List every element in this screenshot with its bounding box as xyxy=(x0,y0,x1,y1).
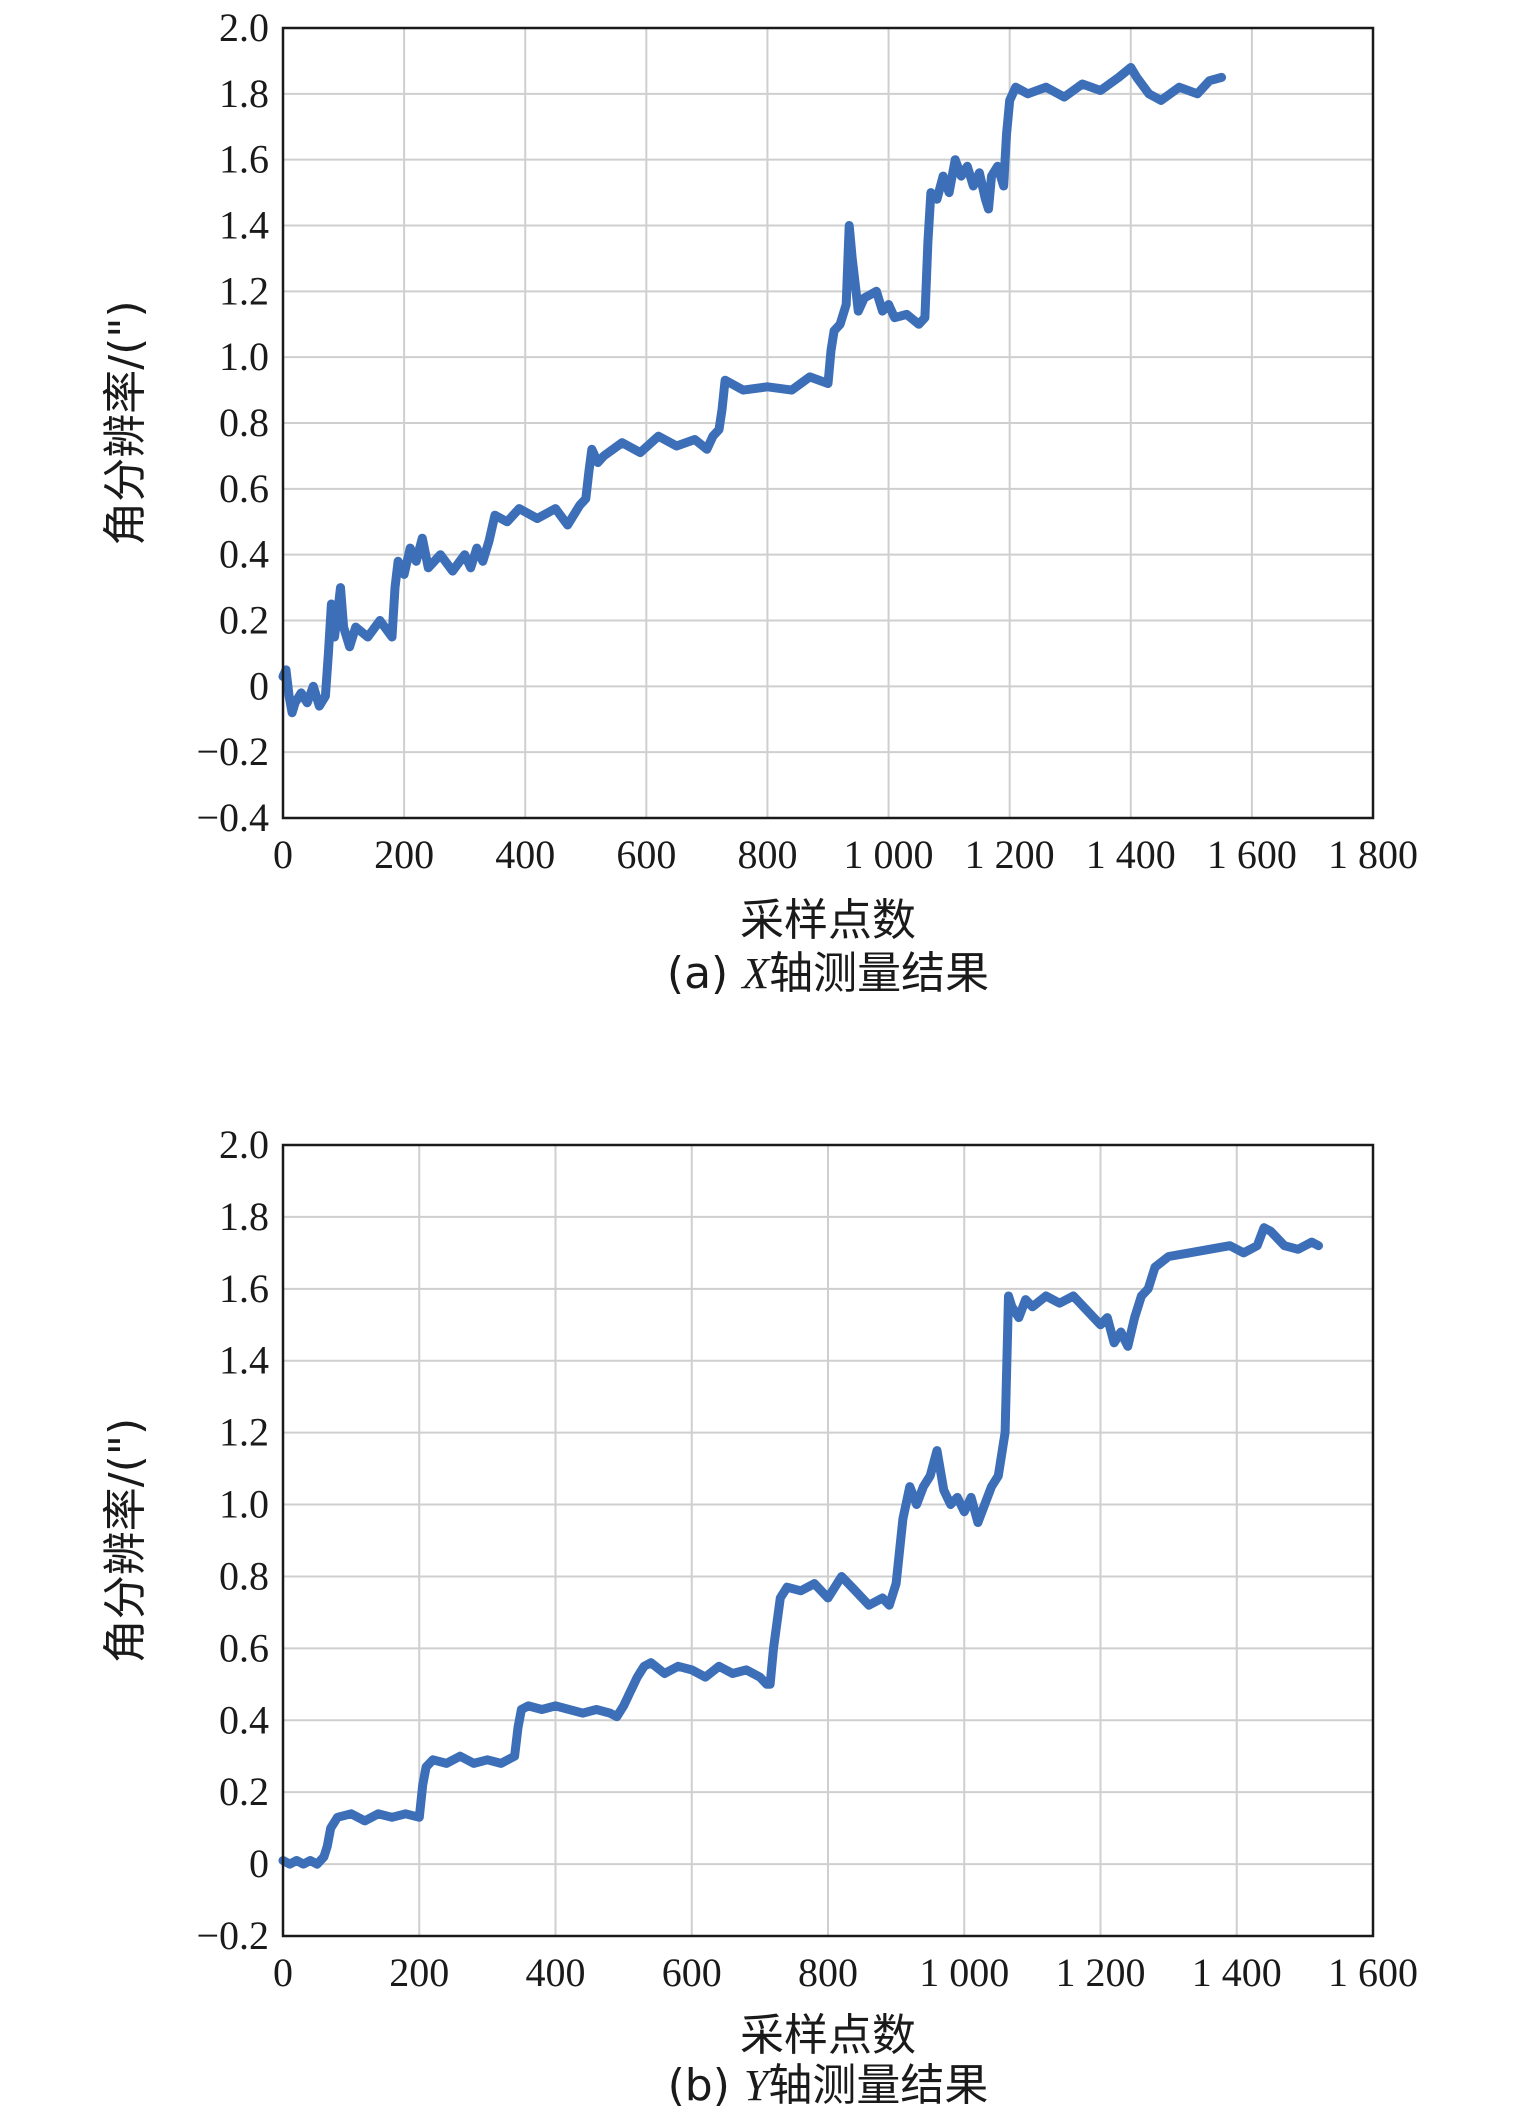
x-tick-label: 1 400 xyxy=(1086,832,1176,877)
y-tick-label: −0.2 xyxy=(196,1913,269,1958)
y-tick-labels: −0.2 0 0.2 0.4 0.6 0.8 1.0 1.2 1.4 1.6 1.8 2.0 xyxy=(196,1122,269,1958)
y-tick-label: 1.0 xyxy=(219,1482,269,1527)
chart-caption: (a) X轴测量结果 xyxy=(667,948,989,999)
plot-frame xyxy=(281,26,1375,820)
gridlines xyxy=(283,28,1373,818)
y-tick-label: 0.4 xyxy=(219,1697,269,1742)
series-line xyxy=(278,1223,1323,1869)
x-tick-label: 0 xyxy=(273,1950,293,1995)
chart-x-axis: −0.4−0.200.20.40.60.81.01.21.41.61.82.0 … xyxy=(100,5,1418,999)
chart-caption: (b) Y轴测量结果 xyxy=(668,2060,989,2111)
y-tick-label: 0.6 xyxy=(219,466,269,511)
x-tick-label: 1 000 xyxy=(844,832,934,877)
x-axis-label: 采样点数 xyxy=(740,895,916,946)
y-tick-label: −0.2 xyxy=(196,729,269,774)
x-tick-label: 1 200 xyxy=(1056,1950,1146,1995)
y-tick-label: 0.6 xyxy=(219,1625,269,1670)
y-tick-label: 0 xyxy=(249,1841,269,1886)
y-tick-labels: −0.4 −0.2 0 0.2 0.4 0.6 0.8 1.0 1.2 1.4 1.6 1.8 2.0 xyxy=(196,5,269,840)
y-axis-label: 角分辨率/(") xyxy=(100,300,151,545)
x-tick-label: 200 xyxy=(374,832,434,877)
x-tick-labels: 0 200 400 600 800 1 000 1 200 1 400 1 600 xyxy=(273,1950,1418,1995)
series-line xyxy=(278,63,1227,718)
x-tick-label: 600 xyxy=(662,1950,722,1995)
x-tick-label: 400 xyxy=(526,1950,586,1995)
x-axis-label: 采样点数 xyxy=(740,2010,916,2061)
y-tick-label: 1.8 xyxy=(219,1194,269,1239)
y-tick-label: 1.4 xyxy=(219,203,269,248)
x-tick-label: 1 400 xyxy=(1192,1950,1282,1995)
x-tick-label: 1 600 xyxy=(1207,832,1297,877)
x-tick-label: 800 xyxy=(737,832,797,877)
x-tick-label: 200 xyxy=(389,1950,449,1995)
y-tick-label: 0.2 xyxy=(219,1769,269,1814)
y-tick-label: 0.8 xyxy=(219,400,269,445)
y-tick-label: 1.0 xyxy=(219,334,269,379)
y-tick-label: 1.8 xyxy=(219,71,269,116)
y-tick-label: 1.6 xyxy=(219,1266,269,1311)
x-tick-label: 1 600 xyxy=(1328,1950,1418,1995)
y-tick-label: 0.2 xyxy=(219,598,269,643)
plot-frame xyxy=(281,1143,1375,1938)
x-tick-label: 400 xyxy=(495,832,555,877)
y-tick-label: 2.0 xyxy=(219,5,269,50)
y-tick-label: 1.2 xyxy=(219,1410,269,1455)
y-axis-label: 角分辨率/(") xyxy=(100,1418,151,1663)
y-tick-label: 0.8 xyxy=(219,1553,269,1598)
y-tick-label: 1.2 xyxy=(219,268,269,313)
y-tick-label: 1.4 xyxy=(219,1338,269,1383)
x-tick-label: 0 xyxy=(273,832,293,877)
gridlines xyxy=(283,1145,1373,1936)
x-tick-labels: 0 200 400 600 800 1 000 1 200 1 400 1 600 1 800 xyxy=(273,832,1418,877)
x-tick-label: 800 xyxy=(798,1950,858,1995)
y-tick-label: −0.4 xyxy=(196,795,269,840)
x-tick-label: 1 200 xyxy=(965,832,1055,877)
x-tick-label: 1 800 xyxy=(1328,832,1418,877)
y-tick-label: 0 xyxy=(249,663,269,708)
y-tick-label: 2.0 xyxy=(219,1122,269,1167)
x-tick-label: 1 000 xyxy=(919,1950,1009,1995)
x-tick-label: 600 xyxy=(616,832,676,877)
chart-y-axis: −0.200.20.40.60.81.01.21.41.61.82.0 0 200… xyxy=(100,1122,1418,2111)
y-tick-label: 1.6 xyxy=(219,137,269,182)
y-tick-label: 0.4 xyxy=(219,532,269,577)
